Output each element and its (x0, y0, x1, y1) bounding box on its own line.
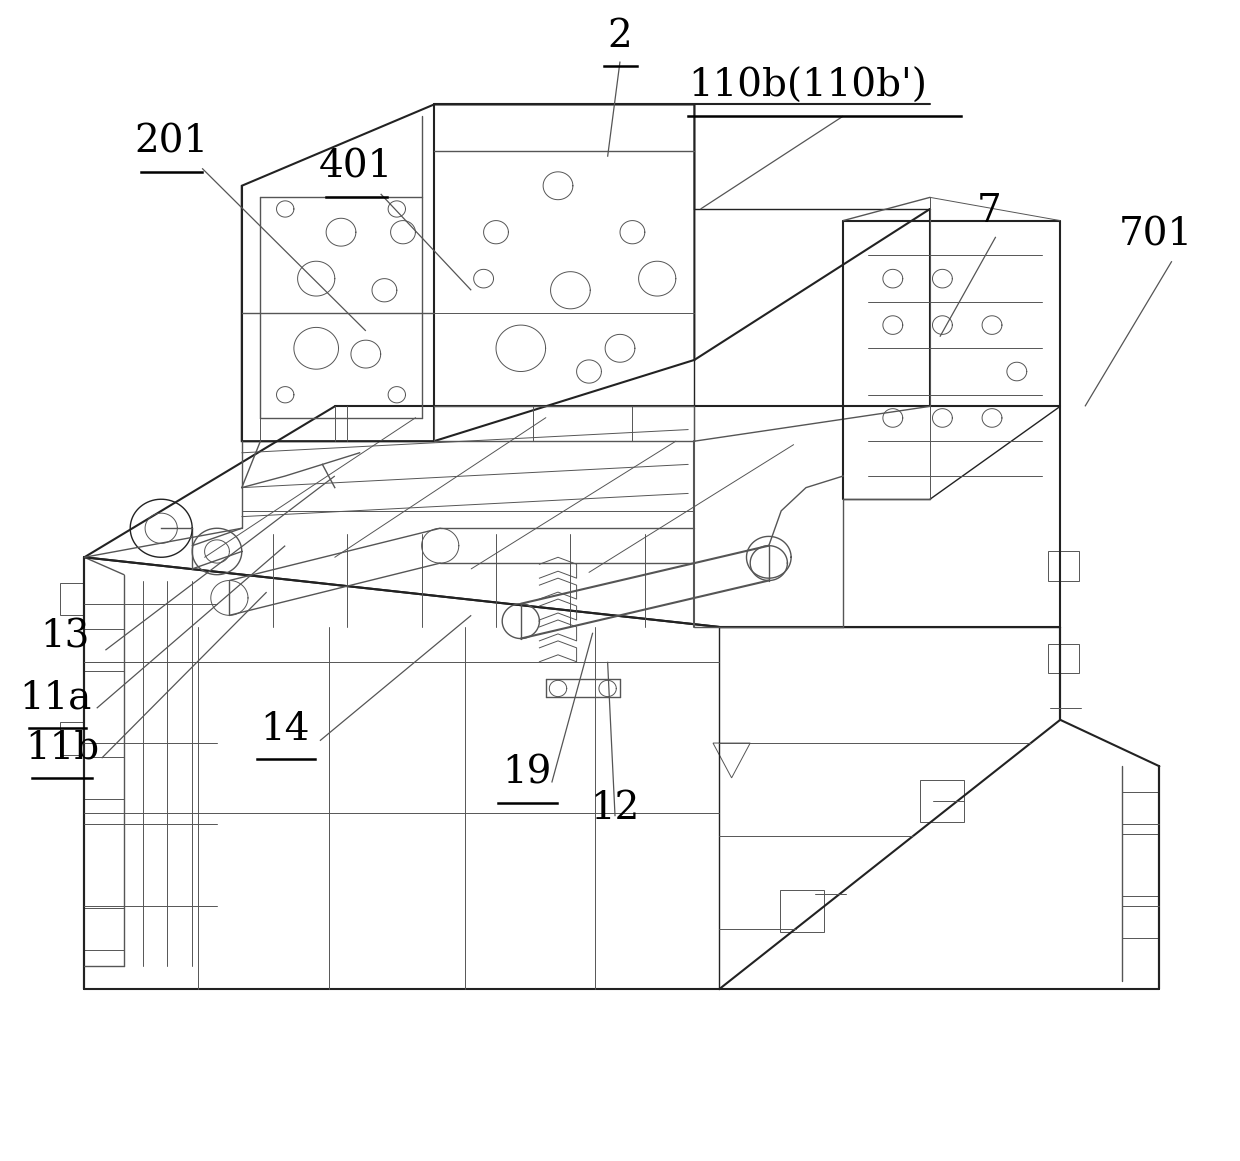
Text: 110b(110b'): 110b(110b') (688, 67, 928, 104)
Text: 11b: 11b (25, 729, 99, 766)
Text: 13: 13 (40, 619, 89, 656)
Text: 14: 14 (260, 711, 310, 748)
Text: 19: 19 (502, 755, 552, 792)
Text: 7: 7 (977, 193, 1002, 230)
Text: 12: 12 (590, 789, 640, 827)
Text: 2: 2 (608, 17, 632, 55)
Text: 701: 701 (1118, 216, 1193, 253)
Text: 11a: 11a (20, 679, 92, 716)
Text: 201: 201 (134, 123, 208, 160)
Text: 401: 401 (319, 149, 393, 186)
